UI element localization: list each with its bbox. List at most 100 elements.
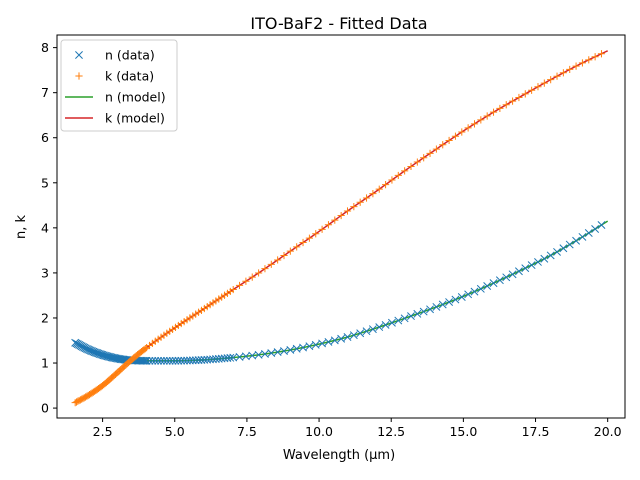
n-data-point <box>148 356 157 365</box>
n-data-point <box>553 247 561 256</box>
k-data-point <box>534 83 542 91</box>
y-tick-label: 7 <box>41 85 49 100</box>
y-axis-ticks: 0 1 2 3 4 5 6 7 8 <box>41 40 57 416</box>
k-data-point <box>432 145 440 153</box>
x-axis-ticks: 2.5 5.0 7.5 10.0 12.5 15.0 17.5 20.0 <box>93 418 622 439</box>
n-data-point <box>267 349 276 358</box>
n-data-point <box>438 300 447 309</box>
n-data-point <box>324 337 333 346</box>
n-data-point <box>180 356 189 365</box>
x-tick-label: 17.5 <box>522 424 550 439</box>
k-data-point <box>489 108 498 116</box>
k-data-point <box>141 344 149 353</box>
y-tick-label: 0 <box>41 401 49 416</box>
n-data-point <box>337 334 346 343</box>
k-data-point <box>394 171 402 180</box>
k-data-point <box>362 194 371 202</box>
x-axis-title: Wavelength (μm) <box>283 448 395 463</box>
k-data-point <box>293 243 301 251</box>
n-data-point <box>476 284 485 293</box>
n-data-point <box>394 316 403 325</box>
n-data-point <box>375 323 384 332</box>
n-data-point <box>235 352 244 361</box>
n-data-point <box>451 295 460 304</box>
legend-key <box>75 51 83 59</box>
n-data-point <box>495 276 504 285</box>
k-data-point <box>572 62 580 70</box>
k-data-point <box>566 65 574 74</box>
n-data-point <box>299 343 308 352</box>
series-layer <box>71 50 609 407</box>
n-data-point <box>597 221 606 229</box>
n-data-point <box>362 327 371 336</box>
k-data-point <box>312 230 320 238</box>
k-data-point <box>274 256 282 264</box>
legend: n (data) k (data) n (model) k (model) <box>60 39 178 132</box>
n-data-point <box>534 258 542 266</box>
k-data-point <box>458 128 466 136</box>
n-data-point <box>84 345 93 354</box>
n-data-point <box>572 236 581 245</box>
n-data-point <box>142 356 151 365</box>
legend-box <box>60 39 178 132</box>
k-data-point <box>559 69 567 77</box>
n-data-point <box>559 244 568 253</box>
legend-label: n (data) <box>105 48 155 63</box>
k-data-point <box>235 281 244 290</box>
n-data-point <box>578 232 587 241</box>
y-tick-label: 6 <box>41 130 49 145</box>
n-data-point <box>165 356 174 365</box>
k-data-point <box>439 141 447 149</box>
k-data-point <box>369 190 377 198</box>
k-data-point <box>337 211 345 220</box>
n-data-point <box>171 356 180 365</box>
n-data-point <box>260 350 269 358</box>
n-data-point <box>241 352 250 361</box>
n-data-point <box>168 356 177 365</box>
series-markers-k-data <box>71 50 606 407</box>
k-data-point <box>324 221 333 229</box>
n-data-point <box>489 279 498 288</box>
k-data-point <box>451 132 460 140</box>
n-data-point <box>514 267 523 276</box>
n-data-point <box>177 356 186 365</box>
n-data-point <box>457 293 466 301</box>
n-data-point <box>273 348 282 357</box>
k-data-point <box>401 167 409 175</box>
n-data-point <box>280 347 288 355</box>
n-data-point <box>145 356 154 365</box>
chart-title: ITO-BaF2 - Fitted Data <box>250 14 427 33</box>
n-data-point <box>311 340 320 349</box>
legend-key <box>75 72 83 80</box>
k-data-point <box>591 53 599 61</box>
k-data-point <box>299 238 307 247</box>
k-data-point <box>407 162 415 171</box>
n-data-point <box>426 305 434 314</box>
axes-frame <box>56 34 626 419</box>
n-data-point <box>229 353 238 362</box>
n-data-point <box>527 261 536 270</box>
n-data-point <box>349 331 358 340</box>
series-markers-n-data <box>71 221 606 365</box>
n-data-point <box>343 333 352 341</box>
k-data-point <box>547 76 555 84</box>
k-data-point <box>540 79 548 87</box>
k-data-point <box>267 260 275 268</box>
k-data-point <box>286 247 294 255</box>
n-data-point <box>565 240 574 249</box>
n-data-point <box>157 356 166 365</box>
n-data-point <box>248 351 257 360</box>
n-data-point <box>185 356 194 365</box>
y-tick-label: 8 <box>41 40 49 55</box>
n-data-point <box>368 325 377 334</box>
k-data-point <box>356 198 364 206</box>
k-data-point <box>420 154 428 162</box>
k-data-point <box>477 116 485 124</box>
k-data-point <box>502 101 510 109</box>
k-data-point <box>521 90 529 98</box>
n-data-point <box>356 329 365 338</box>
k-data-point <box>375 185 383 193</box>
x-tick-label: 7.5 <box>237 424 257 439</box>
n-data-point <box>154 356 163 365</box>
k-data-point <box>343 207 352 215</box>
